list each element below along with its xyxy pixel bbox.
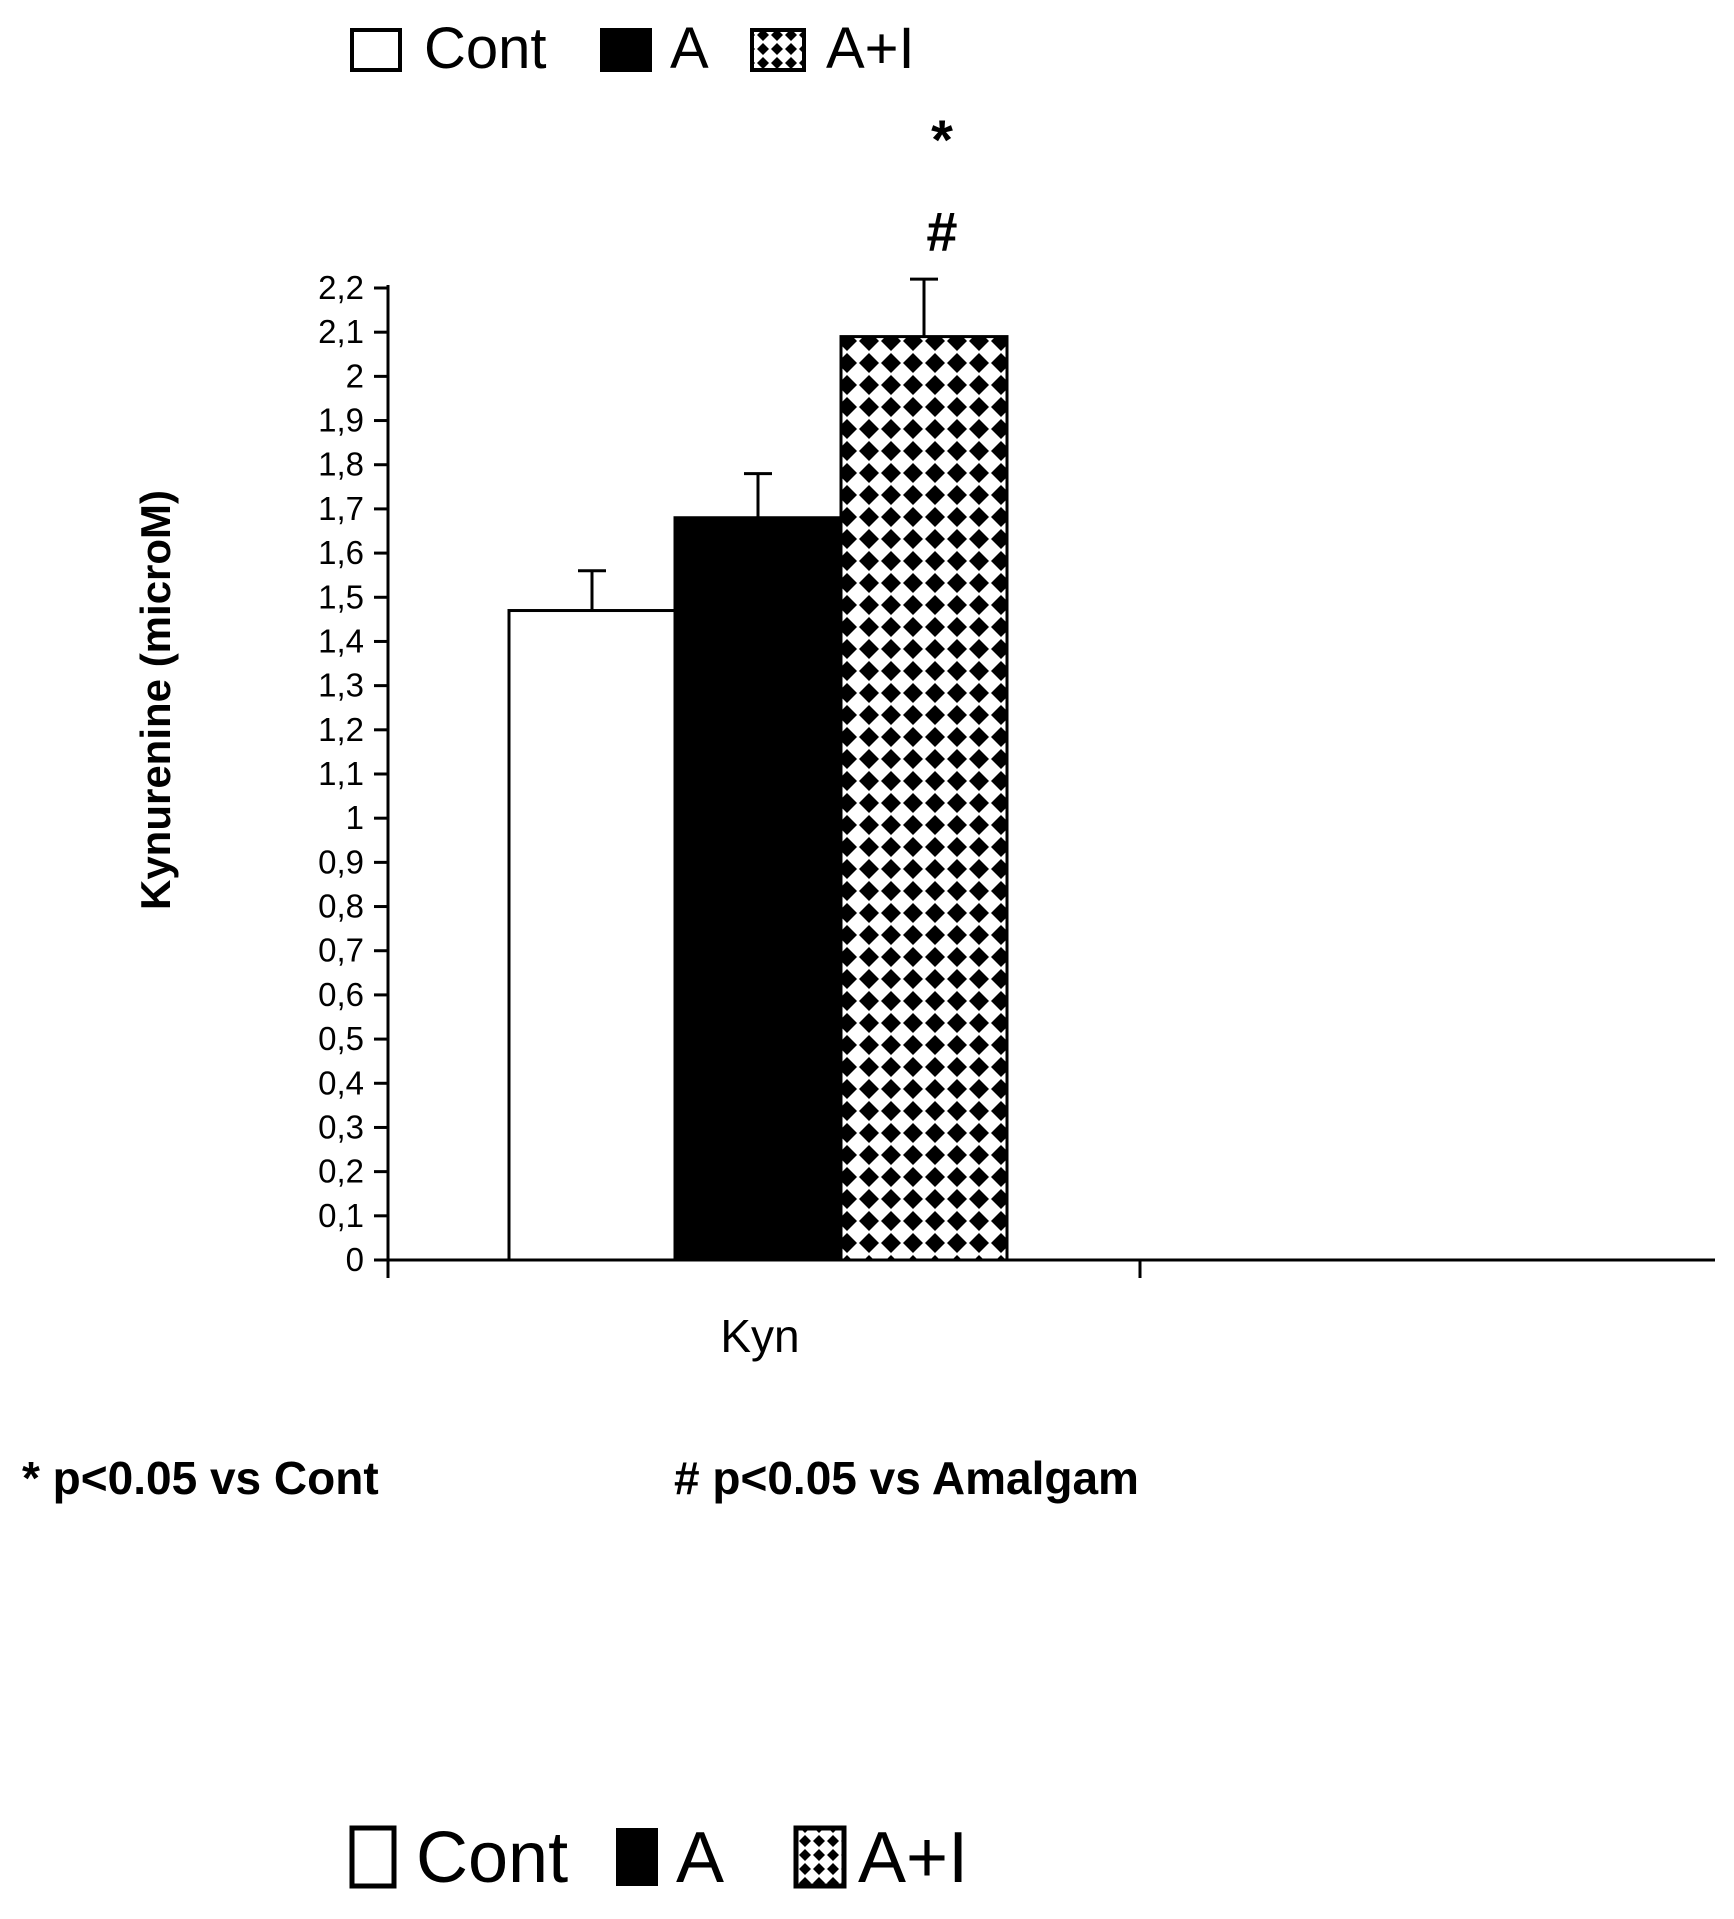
y-tick-label: 1,5: [318, 578, 364, 615]
y-tick-label: 1,3: [318, 667, 364, 704]
y-tick-label: 0,3: [318, 1108, 364, 1145]
y-tick-label: 0,9: [318, 843, 364, 880]
legend-bottom: Cont A A+I: [349, 1818, 968, 1898]
bar-cont: [507, 609, 677, 1262]
legend-swatch-ai: [750, 28, 806, 72]
y-tick-label: 0,8: [318, 888, 364, 925]
bars: *#: [507, 108, 1009, 1262]
legend-bottom-label-ai: A+I: [858, 1818, 968, 1898]
legend-label-cont: Cont: [424, 16, 547, 81]
y-tick-label: 1,1: [318, 755, 364, 792]
legend-top: Cont A A+I: [350, 16, 915, 81]
y-tick-label: 1,4: [318, 622, 364, 659]
bar-ai: [839, 335, 1009, 1262]
y-tick-label: 2,1: [318, 313, 364, 350]
y-axis-label: Kynurenine (microM): [132, 490, 179, 910]
note-amalgam: # p<0.05 vs Amalgam: [674, 1452, 1139, 1504]
legend-item-cont: Cont: [350, 16, 547, 81]
significance-marker-hash: #: [926, 200, 957, 263]
y-tick-label: 0,7: [318, 932, 364, 969]
legend-item-ai: A+I: [750, 16, 915, 81]
legend-swatch-cont: [350, 28, 402, 72]
legend-label-a: A: [670, 16, 709, 81]
y-tick-label: 0,1: [318, 1197, 364, 1234]
note-cont: * p<0.05 vs Cont: [22, 1452, 379, 1504]
significance-marker-star: *: [931, 108, 953, 171]
y-tick-label: 2,2: [318, 269, 364, 306]
y-tick-label: 0,6: [318, 976, 364, 1013]
y-tick-label: 0,2: [318, 1153, 364, 1190]
bar-a: [673, 516, 843, 1262]
legend-label-ai: A+I: [826, 16, 915, 81]
legend-bottom-swatch-ai: [793, 1825, 847, 1889]
y-axis-ticks: 0 0,1 0,2 0,3 0,4 0,5 0,6 0,7 0,8 0,9 1 1,1 1,2 1,3 1,…: [318, 269, 388, 1278]
y-tick-label: 1,6: [318, 534, 364, 571]
y-tick-label: 2: [346, 357, 364, 394]
legend-bottom-label-cont: Cont: [416, 1818, 568, 1898]
legend-item-a: A: [600, 16, 709, 81]
y-tick-label: 1,9: [318, 402, 364, 439]
y-tick-label: 1,2: [318, 711, 364, 748]
y-tick-label: 1,8: [318, 446, 364, 483]
y-tick-label: 1,7: [318, 490, 364, 527]
category-label-kyn: Kyn: [720, 1310, 799, 1362]
y-tick-label: 0,4: [318, 1064, 364, 1101]
legend-bottom-swatch-cont: [349, 1825, 397, 1889]
y-tick-label: 1: [346, 799, 364, 836]
y-tick-label: 0,5: [318, 1020, 364, 1057]
y-tick-label: 0: [346, 1241, 364, 1278]
legend-bottom-swatch-a: [616, 1828, 658, 1886]
legend-swatch-a: [600, 28, 652, 72]
legend-bottom-label-a: A: [676, 1818, 724, 1898]
